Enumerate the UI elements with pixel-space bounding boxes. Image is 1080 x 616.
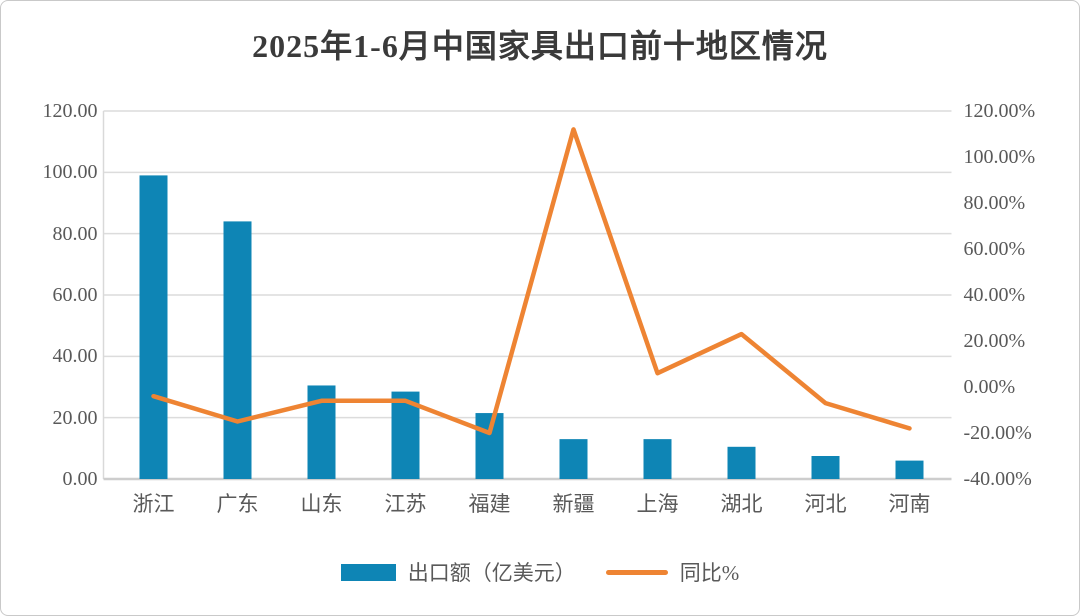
export-bar-浙江 bbox=[139, 175, 168, 479]
right-axis-tick-label: 20.00% bbox=[963, 330, 1026, 352]
category-label-湖北: 湖北 bbox=[720, 492, 763, 516]
left-axis-tick-label: 100.00 bbox=[42, 161, 98, 184]
legend-item-exports: 出口额（亿美元） bbox=[340, 557, 576, 587]
left-axis-tick-label: 80.00 bbox=[52, 222, 98, 245]
right-axis-tick-label: 60.00% bbox=[963, 238, 1026, 260]
line-series-swatch-icon bbox=[605, 569, 668, 575]
chart-title: 2025年1-6月中国家具出口前十地区情况 bbox=[252, 28, 828, 64]
right-axis-tick-label: 80.00% bbox=[963, 192, 1026, 214]
category-label-河北: 河北 bbox=[804, 492, 847, 516]
right-axis-tick-label: 0.00% bbox=[963, 376, 1016, 398]
right-axis-tick-label: 100.00% bbox=[963, 146, 1036, 168]
export-bar-河南 bbox=[895, 460, 924, 479]
category-label-浙江: 浙江 bbox=[132, 492, 175, 516]
left-axis-tick-label: 60.00 bbox=[52, 284, 98, 306]
export-bar-新疆 bbox=[559, 439, 588, 479]
category-label-河南: 河南 bbox=[888, 492, 931, 516]
export-bar-上海 bbox=[643, 439, 672, 479]
category-label-江苏: 江苏 bbox=[384, 492, 427, 516]
legend-item-yoy: 同比% bbox=[605, 557, 740, 587]
bar-series-swatch-icon bbox=[340, 563, 396, 581]
export-bar-湖北 bbox=[727, 446, 756, 479]
legend-label-yoy: 同比% bbox=[679, 561, 740, 585]
left-axis-tick-label: 0.00 bbox=[62, 468, 98, 490]
right-axis-tick-label: -20.00% bbox=[963, 422, 1032, 444]
right-axis-tick-label: 120.00% bbox=[963, 100, 1036, 122]
yoy-line bbox=[151, 127, 912, 436]
left-axis-tick-label: 20.00 bbox=[52, 406, 98, 429]
export-bar-福建 bbox=[475, 413, 504, 479]
legend-label-exports: 出口额（亿美元） bbox=[407, 561, 576, 585]
category-label-新疆: 新疆 bbox=[552, 492, 595, 516]
export-bar-广东 bbox=[223, 221, 252, 479]
legend: 出口额（亿美元） 同比% bbox=[1, 557, 1079, 587]
right-axis-tick-label: -40.00% bbox=[963, 468, 1032, 490]
category-label-山东: 山东 bbox=[300, 492, 343, 516]
category-label-上海: 上海 bbox=[636, 492, 679, 516]
right-axis-tick-label: 40.00% bbox=[963, 284, 1026, 306]
export-bar-河北 bbox=[811, 456, 840, 479]
category-label-福建: 福建 bbox=[468, 492, 511, 516]
left-axis-tick-label: 120.00 bbox=[42, 100, 98, 122]
category-label-广东: 广东 bbox=[216, 492, 259, 516]
left-axis-tick-label: 40.00 bbox=[52, 345, 98, 368]
